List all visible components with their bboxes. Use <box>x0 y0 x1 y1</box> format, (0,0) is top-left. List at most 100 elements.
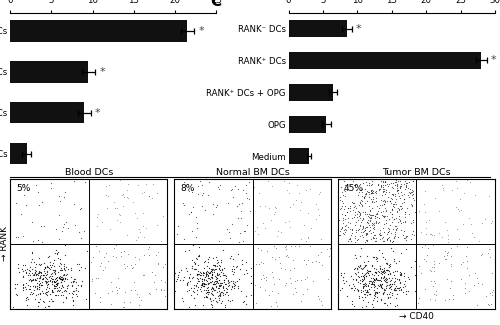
Point <box>209 282 217 287</box>
Point <box>318 263 326 268</box>
Point <box>208 305 216 310</box>
Point <box>386 278 394 283</box>
Point <box>374 256 382 261</box>
Point <box>397 271 405 276</box>
Point <box>344 238 352 243</box>
Point <box>28 292 36 297</box>
Point <box>344 236 352 241</box>
Point <box>28 277 36 282</box>
Point <box>202 288 210 293</box>
Point <box>234 252 242 257</box>
Point <box>40 290 48 295</box>
Point <box>487 220 495 226</box>
Point <box>392 215 400 221</box>
Point <box>432 297 440 302</box>
Point <box>363 188 371 194</box>
Point <box>368 205 376 211</box>
Point <box>54 275 62 280</box>
Point <box>272 204 280 209</box>
Point <box>361 187 369 192</box>
Point <box>212 280 220 285</box>
Point <box>380 270 388 275</box>
Point <box>35 284 43 289</box>
Point <box>261 225 269 230</box>
Point <box>430 265 438 270</box>
Point <box>400 235 407 240</box>
Point <box>50 270 58 275</box>
Point <box>135 226 143 231</box>
Point <box>457 277 465 282</box>
Point <box>50 260 58 265</box>
Point <box>40 272 48 277</box>
Point <box>300 257 308 263</box>
Point <box>14 235 22 240</box>
Point <box>216 282 224 287</box>
Point <box>407 202 415 207</box>
Point <box>340 187 347 192</box>
Point <box>180 275 188 280</box>
Point <box>358 266 366 272</box>
Point <box>127 288 135 293</box>
Point <box>400 282 408 287</box>
Point <box>386 237 394 242</box>
Point <box>38 272 46 278</box>
Point <box>405 189 413 194</box>
Point <box>230 264 237 269</box>
Point <box>44 299 52 304</box>
Point <box>348 285 356 290</box>
Point <box>343 185 351 190</box>
Point <box>214 271 222 277</box>
Point <box>344 219 352 225</box>
Point <box>380 270 388 275</box>
Point <box>367 275 375 280</box>
Point <box>346 237 354 242</box>
Point <box>58 274 66 279</box>
Point <box>60 288 68 293</box>
Point <box>64 267 72 272</box>
Point <box>28 251 36 256</box>
Point <box>51 280 59 285</box>
Point <box>38 288 46 293</box>
Point <box>142 182 150 187</box>
Point <box>32 271 40 277</box>
Point <box>182 282 190 288</box>
Point <box>73 293 81 298</box>
Point <box>400 192 408 197</box>
Point <box>391 230 399 235</box>
Point <box>362 281 370 287</box>
Point <box>220 280 228 285</box>
Point <box>444 236 452 241</box>
Point <box>43 290 51 295</box>
Point <box>200 281 207 287</box>
Point <box>34 281 42 287</box>
Point <box>463 244 471 250</box>
Point <box>36 269 44 275</box>
Point <box>360 194 368 200</box>
Point <box>216 291 224 296</box>
Point <box>121 266 129 271</box>
Point <box>486 254 494 259</box>
X-axis label: → CD40: → CD40 <box>399 312 434 320</box>
Point <box>190 286 198 291</box>
Point <box>52 280 60 285</box>
Point <box>422 226 430 231</box>
Point <box>192 267 200 272</box>
Point <box>440 297 448 303</box>
Point <box>188 189 196 195</box>
Point <box>42 292 50 297</box>
Point <box>208 269 216 275</box>
Point <box>358 193 366 198</box>
Point <box>227 188 235 193</box>
Point <box>270 281 278 286</box>
Point <box>348 200 356 205</box>
Point <box>47 186 55 191</box>
Point <box>263 249 271 254</box>
Point <box>394 235 402 240</box>
Point <box>120 204 128 209</box>
Point <box>116 250 124 255</box>
Point <box>386 275 394 280</box>
Point <box>391 286 399 291</box>
Point <box>212 283 220 289</box>
Point <box>362 274 370 279</box>
Point <box>396 281 404 286</box>
